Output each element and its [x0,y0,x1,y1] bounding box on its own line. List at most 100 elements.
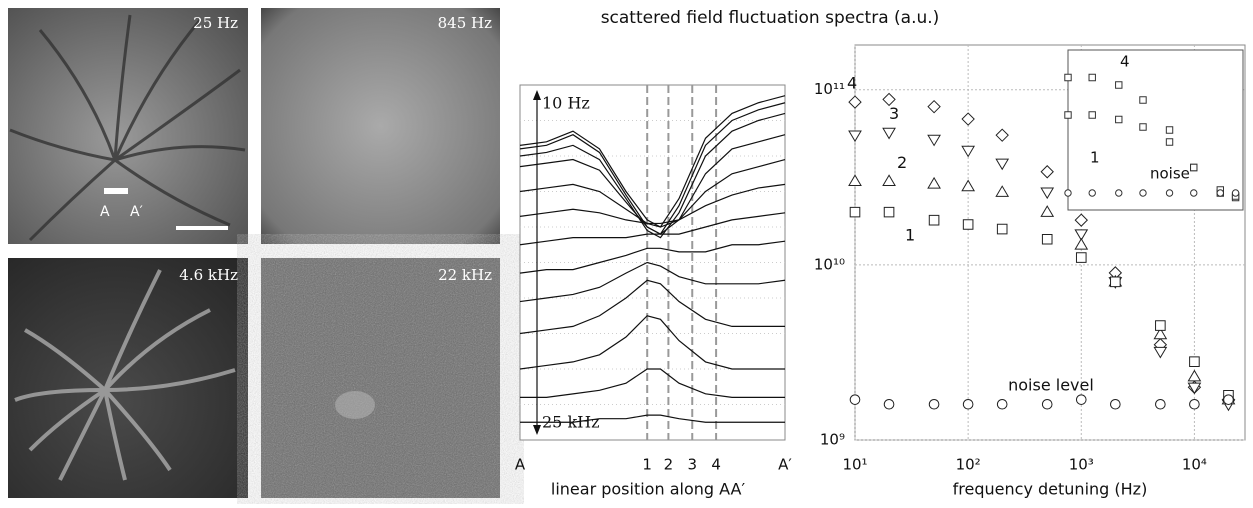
series-label: noise level [1008,376,1094,395]
marker [995,158,1010,171]
x-axis-label: linear position along AA′ [551,480,746,499]
marker [1155,320,1166,331]
marker [1165,138,1174,146]
profile-line [520,414,785,423]
marker [1075,394,1087,405]
annotation: 25 kHz [542,413,600,432]
x-tick-label: 10¹ [842,456,867,474]
profile-line [519,134,786,235]
y-tick-label: 10¹¹ [814,80,845,98]
marker [1139,96,1147,104]
marker [1187,369,1202,382]
x-tick-label: 10³ [1069,456,1094,474]
y-tick-label: 10¹⁰ [814,255,845,273]
annotation: 10 Hz [542,94,590,113]
marker [1187,382,1202,395]
marker [883,206,895,218]
profile-line [519,158,786,228]
x-axis-label: frequency detuning (Hz) [953,480,1148,499]
marker [961,112,975,126]
image-label: 25 Hz [193,14,238,32]
marker [1110,398,1121,410]
marker [1040,205,1055,217]
marker [928,398,940,410]
marker [1115,189,1123,197]
marker [1074,237,1089,250]
marker [1190,163,1198,172]
marker [1074,229,1089,241]
x-tick-label: A′ [778,456,792,474]
marker [1216,189,1224,197]
marker [1064,73,1072,82]
marker [1110,276,1121,288]
series-label: 4 [847,74,857,93]
image-label: 4.6 kHz [179,266,238,284]
x-tick-label: 1 [642,456,652,474]
marker-label: A [100,204,110,220]
marker [1041,233,1053,245]
arrow-head [533,425,541,435]
marker [1165,126,1174,134]
marker [927,176,941,189]
figure-title: scattered field fluctuation spectra (a.u… [601,8,940,28]
x-tick-label: 4 [711,456,721,474]
marker [928,214,940,226]
series-label: 1 [905,226,915,245]
marker [1075,252,1087,263]
marker [1088,189,1096,197]
marker [1064,111,1072,119]
marker [1231,189,1240,197]
x-tick-label: 3 [687,456,697,474]
marker [1088,73,1096,82]
x-tick-label: 10² [956,456,981,474]
marker [849,394,861,405]
marker [848,130,862,143]
marker [1064,189,1072,197]
marker [882,92,896,107]
marker [996,223,1008,235]
marker [1139,123,1147,131]
marker [1189,398,1200,410]
marker [927,134,941,147]
profile-line [519,183,786,225]
profile-line [519,315,785,370]
series-label: 4 [1120,53,1130,71]
marker [1041,398,1053,410]
marker [848,95,862,109]
marker [1088,111,1096,119]
marker [849,206,861,218]
profile-line [519,261,786,303]
marker [1190,189,1198,197]
marker [962,219,974,230]
marker [1040,165,1054,179]
image-panel: A A′ 25 Hz [8,8,248,244]
marker [961,145,976,158]
marker [883,398,895,410]
marker [1189,356,1200,367]
series-label: noise [1150,165,1190,183]
marker [995,128,1009,142]
marker [995,185,1010,197]
x-tick-label: 2 [664,456,674,474]
marker [882,127,896,140]
marker [927,99,941,114]
marker [962,398,974,410]
marker [996,398,1008,410]
marker [882,174,896,186]
x-tick-label: A [515,456,526,474]
image-panel: 4.6 kHz [8,258,248,498]
series-label: 3 [889,104,899,123]
inset-area [1067,49,1244,211]
arrow-head [533,90,541,100]
marker [1074,213,1088,227]
profile-line [519,240,786,274]
marker [1155,398,1166,410]
marker [1115,115,1123,124]
image-panel: 22 kHz [261,258,500,498]
marker [1040,187,1055,200]
profile-line [520,368,785,398]
marker [1223,394,1234,405]
profile-line [519,212,786,246]
marker [1153,327,1168,340]
